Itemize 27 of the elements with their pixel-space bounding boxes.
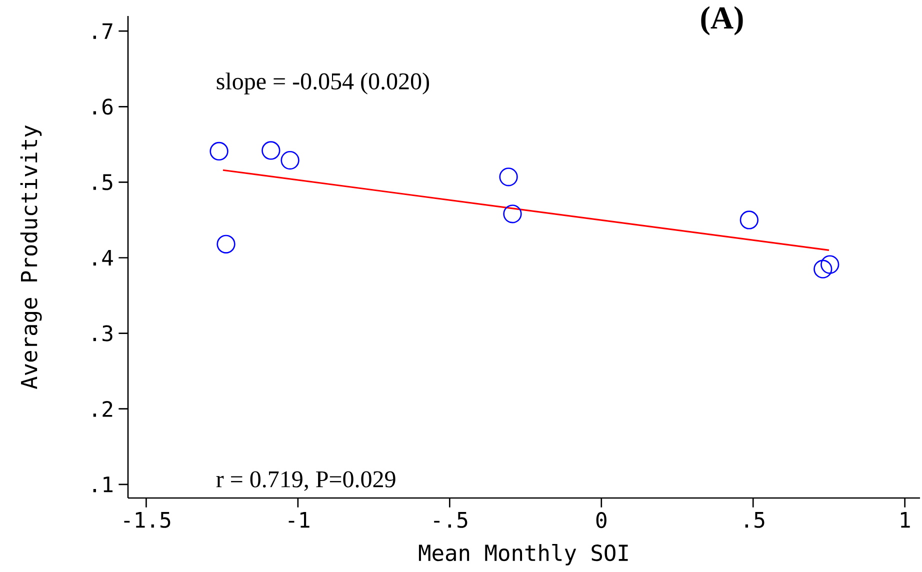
x-tick-label: 1 [900,512,910,528]
x-tick-label: .5 [745,512,764,528]
point [820,255,840,274]
y-tick-label: .4 [93,250,113,266]
y-tick-label: .6 [93,98,113,115]
point [814,260,832,278]
point [210,142,228,161]
point [503,204,522,224]
y-tick-label: .1 [93,476,113,492]
y-axis-title: Average Productivity [20,125,42,390]
x-tick-label: 0 [596,512,606,528]
y-tick-label: .3 [93,325,112,342]
annotation: slope = -0.054 (0.020) [216,72,429,94]
x-tick-label: -1.5 [124,512,170,528]
point [262,141,280,160]
point [216,234,236,254]
annotation: r = 0.719, P=0.029 [216,471,396,491]
point [280,150,300,170]
x-tick-label: -.5 [434,512,468,528]
y-tick-label: .7 [93,23,112,39]
x-axis-title: Mean Monthly SOI [418,544,628,566]
point [740,210,758,230]
y-tick-label: .5 [93,174,112,190]
y-tick-label: .2 [93,400,112,417]
x-tick-label: -1 [288,512,310,528]
point [499,168,518,186]
chart-title: (A) [701,6,743,36]
